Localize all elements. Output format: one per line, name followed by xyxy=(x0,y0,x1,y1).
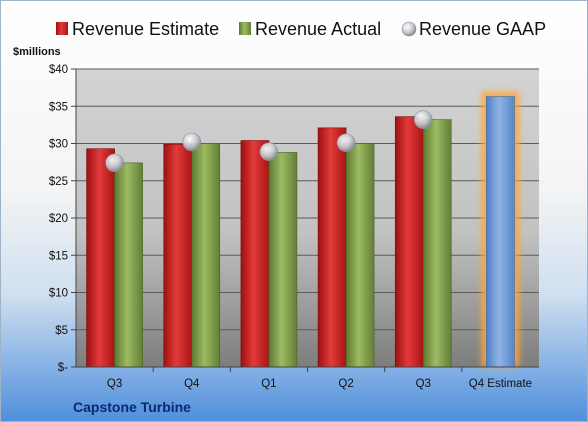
y-tick-label: $10 xyxy=(49,288,68,300)
x-tick-label: Q3 xyxy=(107,378,122,390)
y-tick-label: $- xyxy=(58,362,68,374)
x-tick-label: Q4 Estimate xyxy=(469,378,532,390)
y-tick-label: $30 xyxy=(49,139,68,151)
revenue-estimate-bar-highlight xyxy=(486,96,515,368)
revenue-gaap-marker xyxy=(336,133,356,153)
revenue-actual-bar xyxy=(114,162,143,368)
bars-layer xyxy=(86,91,520,368)
revenue-gaap-marker xyxy=(182,132,202,152)
x-tick-label: Q2 xyxy=(338,378,353,390)
revenue-estimate-bar xyxy=(86,148,115,368)
x-tick-label: Q3 xyxy=(416,378,431,390)
revenue-actual-bar xyxy=(268,152,298,368)
company-name: Capstone Turbine xyxy=(73,399,191,415)
revenue-actual-bar xyxy=(345,143,375,368)
y-axis-unit-label: $millions xyxy=(13,46,61,58)
revenue-gaap-marker xyxy=(105,153,124,173)
legend-label: Revenue Actual xyxy=(255,19,381,39)
y-tick-label: $40 xyxy=(49,64,68,76)
y-tick-label: $5 xyxy=(55,325,68,337)
revenue-estimate-bar xyxy=(240,140,270,368)
revenue-gaap-marker xyxy=(259,142,279,161)
y-tick-label: $20 xyxy=(49,213,68,225)
y-tick-label: $25 xyxy=(49,176,68,188)
revenue-actual-bar xyxy=(422,119,452,368)
axes-layer: $- $5 $10 $15 $20 $25 $30 $35 $40 Q3 Q4 Q1 Q2 Q3 Q4 Es… xyxy=(49,64,539,390)
revenue-estimate-bar xyxy=(317,127,347,368)
revenue-estimate-bar xyxy=(394,116,424,368)
legend-estimate-swatch xyxy=(56,22,68,35)
x-tick-label: Q4 xyxy=(184,378,200,390)
revenue-actual-bar xyxy=(191,143,221,368)
revenue-estimate-bar xyxy=(163,143,193,368)
legend-actual-swatch xyxy=(239,22,251,35)
revenue-gaap-marker xyxy=(413,110,433,129)
x-tick-label: Q1 xyxy=(261,378,276,390)
legend-label: Revenue GAAP xyxy=(419,19,546,39)
legend-gaap-marker xyxy=(401,21,417,37)
y-tick-label: $15 xyxy=(49,250,68,262)
y-tick-label: $35 xyxy=(49,101,68,113)
legend: Revenue Estimate Revenue Actual Revenue GA… xyxy=(56,19,546,39)
legend-label: Revenue Estimate xyxy=(72,19,219,39)
